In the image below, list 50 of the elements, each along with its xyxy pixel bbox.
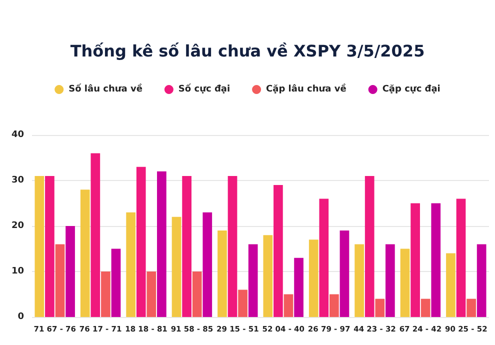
bar — [330, 294, 339, 317]
bar — [218, 230, 227, 317]
y-tick-label: 0 — [18, 312, 24, 322]
bar — [248, 244, 258, 317]
bar — [466, 298, 476, 317]
bar — [34, 176, 44, 317]
bar — [340, 230, 350, 317]
bar — [182, 176, 192, 317]
bar — [136, 166, 146, 317]
legend-label: Cặp lâu chưa về — [266, 84, 346, 94]
bar — [157, 171, 166, 317]
bar — [202, 212, 212, 317]
bar — [172, 216, 182, 317]
bar — [431, 203, 441, 317]
bar — [274, 185, 283, 317]
y-tick-label: 10 — [11, 266, 24, 276]
bar — [364, 176, 374, 317]
bar — [90, 153, 100, 317]
bar — [386, 244, 395, 317]
legend-label: Số lâu chưa về — [68, 84, 142, 94]
bar — [228, 176, 238, 317]
bar — [476, 244, 486, 317]
bar — [111, 248, 121, 317]
bar — [410, 203, 420, 317]
bar — [456, 198, 466, 317]
bar — [420, 298, 430, 317]
bar — [263, 235, 273, 317]
legend-label: Cặp cực đại — [382, 84, 440, 94]
bar — [294, 258, 304, 317]
bar — [45, 176, 54, 317]
bar — [192, 272, 202, 317]
bar — [146, 272, 156, 317]
bar — [66, 226, 75, 317]
bar — [446, 253, 456, 317]
bar — [375, 298, 385, 317]
chart-title: Thống kê số lâu chưa về XSPY 3/5/2025 — [70, 42, 425, 60]
bar — [284, 294, 294, 317]
bar — [126, 212, 136, 317]
legend-label: Số cực đại — [178, 84, 230, 94]
bar — [55, 244, 65, 317]
bar — [238, 290, 248, 317]
bar — [400, 248, 410, 317]
y-tick-label: 30 — [11, 176, 24, 186]
bar — [101, 272, 110, 317]
bar — [80, 190, 90, 317]
y-tick-label: 40 — [11, 130, 24, 140]
y-tick-label: 20 — [11, 221, 24, 231]
bar — [308, 240, 318, 317]
bar — [354, 244, 364, 317]
bar — [319, 198, 329, 317]
